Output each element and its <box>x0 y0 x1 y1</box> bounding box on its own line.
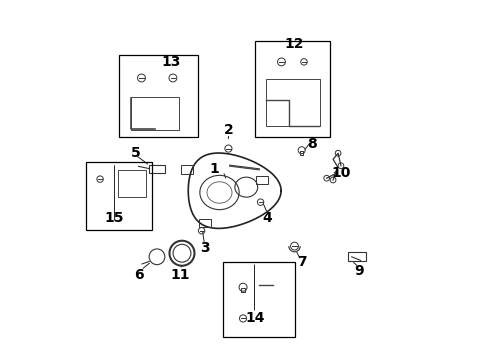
Text: 12: 12 <box>284 37 304 51</box>
Text: 4: 4 <box>263 211 272 225</box>
Text: 3: 3 <box>200 241 209 255</box>
Text: 15: 15 <box>104 211 123 225</box>
Text: 6: 6 <box>134 268 143 282</box>
Text: 7: 7 <box>296 255 306 269</box>
Text: 1: 1 <box>209 162 219 176</box>
Text: 2: 2 <box>223 123 233 137</box>
Text: 8: 8 <box>307 137 317 151</box>
Text: 14: 14 <box>245 311 264 324</box>
Text: 13: 13 <box>161 55 181 69</box>
Text: 9: 9 <box>353 264 363 278</box>
Text: 11: 11 <box>170 268 189 282</box>
Text: 10: 10 <box>330 166 350 180</box>
Text: 5: 5 <box>130 146 140 160</box>
